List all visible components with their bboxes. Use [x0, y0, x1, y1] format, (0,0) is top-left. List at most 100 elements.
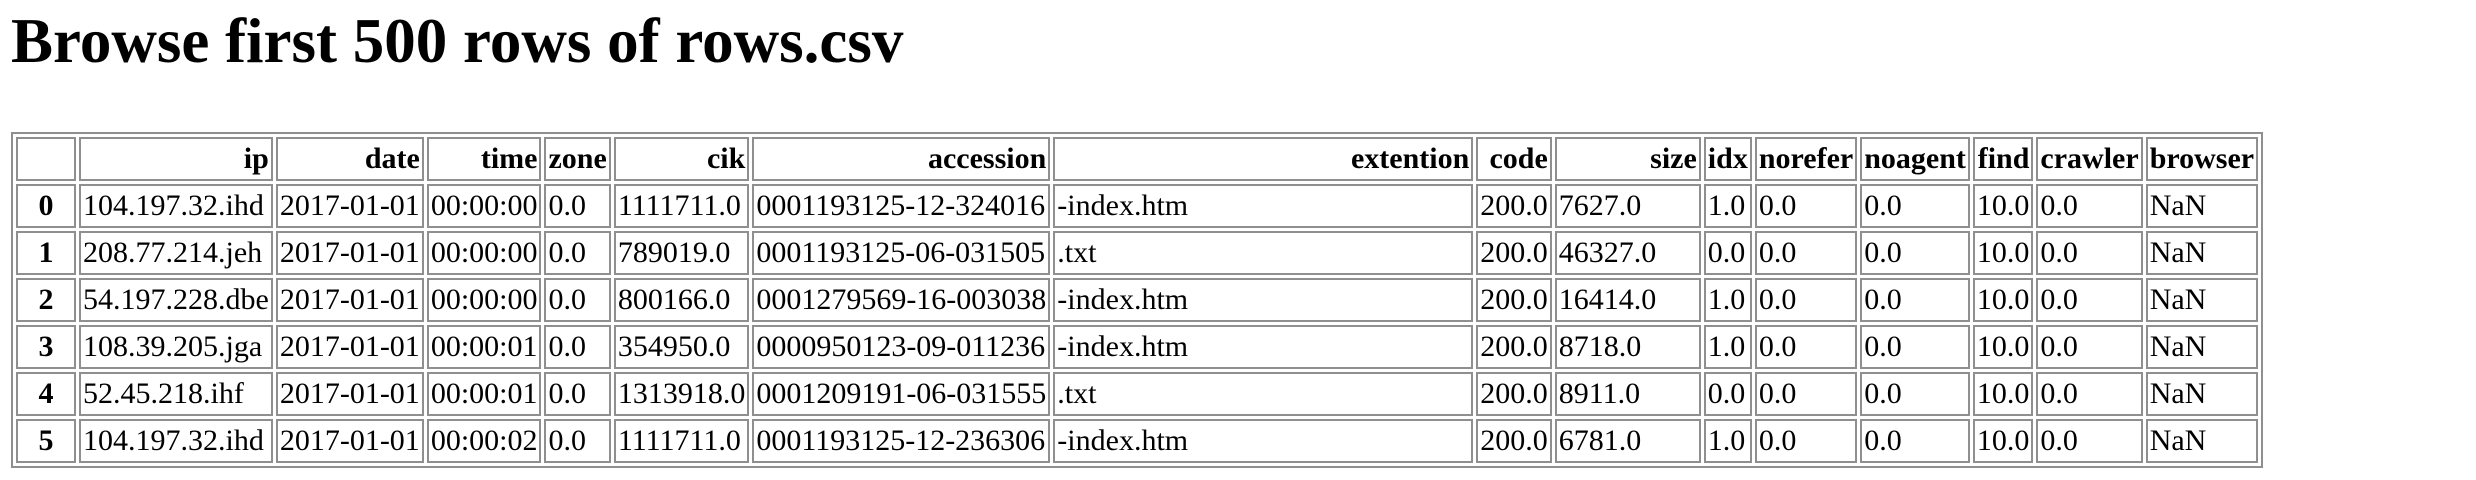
- table-row: 1 208.77.214.jeh 2017-01-01 00:00:00 0.0…: [16, 231, 2259, 275]
- cell-find: 10.0: [1972, 325, 2034, 369]
- cell-size: 7627.0: [1554, 184, 1701, 228]
- table-row: 3 108.39.205.jga 2017-01-01 00:00:01 0.0…: [16, 325, 2259, 369]
- table-container: ip date time zone cik accession extentio…: [11, 132, 2264, 468]
- column-header-size: size: [1554, 137, 1701, 181]
- header-row: ip date time zone cik accession extentio…: [16, 137, 2259, 181]
- cell-ip: 54.197.228.dbe: [79, 278, 273, 322]
- cell-accession: 0000950123-09-011236: [752, 325, 1051, 369]
- cell-zone: 0.0: [544, 419, 611, 463]
- cell-cik: 1313918.0: [613, 372, 750, 416]
- cell-browser: NaN: [2145, 325, 2259, 369]
- column-header-browser: browser: [2145, 137, 2259, 181]
- cell-code: 200.0: [1476, 278, 1552, 322]
- cell-extention: .txt: [1053, 231, 1474, 275]
- cell-ip: 104.197.32.ihd: [79, 184, 273, 228]
- cell-cik: 789019.0: [613, 231, 750, 275]
- cell-zone: 0.0: [544, 325, 611, 369]
- column-header-extention: extention: [1053, 137, 1474, 181]
- column-header-accession: accession: [752, 137, 1051, 181]
- cell-cik: 354950.0: [613, 325, 750, 369]
- table-row: 5 104.197.32.ihd 2017-01-01 00:00:02 0.0…: [16, 419, 2259, 463]
- column-header-find: find: [1972, 137, 2034, 181]
- table-body: 0 104.197.32.ihd 2017-01-01 00:00:00 0.0…: [16, 184, 2259, 463]
- cell-browser: NaN: [2145, 184, 2259, 228]
- cell-accession: 0001193125-12-324016: [752, 184, 1051, 228]
- cell-noagent: 0.0: [1860, 184, 1970, 228]
- cell-accession: 0001279569-16-003038: [752, 278, 1051, 322]
- cell-accession: 0001193125-12-236306: [752, 419, 1051, 463]
- cell-extention: -index.htm: [1053, 325, 1474, 369]
- row-index: 2: [16, 278, 76, 322]
- cell-idx: 1.0: [1703, 278, 1752, 322]
- cell-find: 10.0: [1972, 184, 2034, 228]
- cell-find: 10.0: [1972, 372, 2034, 416]
- cell-size: 8911.0: [1554, 372, 1701, 416]
- column-header-noagent: noagent: [1860, 137, 1970, 181]
- row-index: 0: [16, 184, 76, 228]
- cell-ip: 104.197.32.ihd: [79, 419, 273, 463]
- column-header-norefer: norefer: [1754, 137, 1858, 181]
- cell-zone: 0.0: [544, 372, 611, 416]
- cell-size: 6781.0: [1554, 419, 1701, 463]
- cell-ip: 208.77.214.jeh: [79, 231, 273, 275]
- cell-time: 00:00:00: [426, 231, 542, 275]
- cell-crawler: 0.0: [2036, 278, 2143, 322]
- cell-size: 46327.0: [1554, 231, 1701, 275]
- column-header-time: time: [426, 137, 542, 181]
- page-title: Browse first 500 rows of rows.csv: [11, 6, 904, 76]
- cell-browser: NaN: [2145, 372, 2259, 416]
- data-table: ip date time zone cik accession extentio…: [11, 132, 2264, 468]
- column-header-ip: ip: [79, 137, 273, 181]
- cell-ip: 108.39.205.jga: [79, 325, 273, 369]
- cell-time: 00:00:00: [426, 184, 542, 228]
- cell-code: 200.0: [1476, 184, 1552, 228]
- column-header-idx: idx: [1703, 137, 1752, 181]
- column-header-zone: zone: [544, 137, 611, 181]
- column-header-code: code: [1476, 137, 1552, 181]
- header-corner-cell: [16, 137, 76, 181]
- cell-noagent: 0.0: [1860, 372, 1970, 416]
- cell-idx: 1.0: [1703, 419, 1752, 463]
- cell-zone: 0.0: [544, 231, 611, 275]
- row-index: 1: [16, 231, 76, 275]
- cell-accession: 0001209191-06-031555: [752, 372, 1051, 416]
- cell-norefer: 0.0: [1754, 372, 1858, 416]
- cell-noagent: 0.0: [1860, 419, 1970, 463]
- cell-find: 10.0: [1972, 231, 2034, 275]
- cell-time: 00:00:01: [426, 325, 542, 369]
- cell-time: 00:00:01: [426, 372, 542, 416]
- cell-cik: 1111711.0: [613, 184, 750, 228]
- cell-date: 2017-01-01: [275, 231, 424, 275]
- cell-noagent: 0.0: [1860, 325, 1970, 369]
- cell-date: 2017-01-01: [275, 419, 424, 463]
- cell-norefer: 0.0: [1754, 184, 1858, 228]
- row-index: 5: [16, 419, 76, 463]
- cell-cik: 800166.0: [613, 278, 750, 322]
- cell-code: 200.0: [1476, 372, 1552, 416]
- cell-date: 2017-01-01: [275, 325, 424, 369]
- cell-size: 16414.0: [1554, 278, 1701, 322]
- cell-noagent: 0.0: [1860, 278, 1970, 322]
- table-row: 4 52.45.218.ihf 2017-01-01 00:00:01 0.0 …: [16, 372, 2259, 416]
- cell-time: 00:00:00: [426, 278, 542, 322]
- row-index: 4: [16, 372, 76, 416]
- table-header: ip date time zone cik accession extentio…: [16, 137, 2259, 181]
- cell-date: 2017-01-01: [275, 372, 424, 416]
- cell-ip: 52.45.218.ihf: [79, 372, 273, 416]
- table-row: 2 54.197.228.dbe 2017-01-01 00:00:00 0.0…: [16, 278, 2259, 322]
- cell-zone: 0.0: [544, 278, 611, 322]
- cell-browser: NaN: [2145, 419, 2259, 463]
- cell-date: 2017-01-01: [275, 184, 424, 228]
- cell-date: 2017-01-01: [275, 278, 424, 322]
- cell-crawler: 0.0: [2036, 184, 2143, 228]
- cell-find: 10.0: [1972, 419, 2034, 463]
- cell-size: 8718.0: [1554, 325, 1701, 369]
- cell-extention: -index.htm: [1053, 419, 1474, 463]
- column-header-cik: cik: [613, 137, 750, 181]
- cell-browser: NaN: [2145, 231, 2259, 275]
- cell-crawler: 0.0: [2036, 372, 2143, 416]
- cell-extention: -index.htm: [1053, 184, 1474, 228]
- cell-zone: 0.0: [544, 184, 611, 228]
- cell-idx: 1.0: [1703, 325, 1752, 369]
- cell-code: 200.0: [1476, 325, 1552, 369]
